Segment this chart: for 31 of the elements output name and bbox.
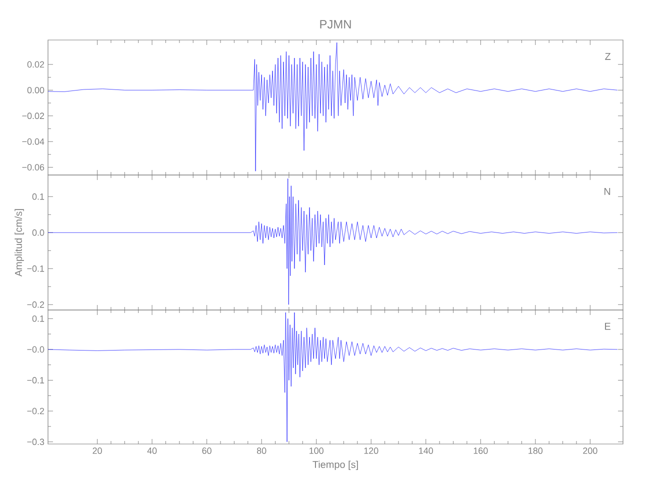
x-tick-label: 40	[147, 448, 157, 454]
x-tick-label: 140	[419, 448, 433, 454]
x-tick-label: 100	[310, 448, 324, 454]
y-axis-title: Amplitud [cm/s]	[14, 209, 24, 277]
x-axis-title: Tiempo [s]	[312, 460, 358, 470]
y-tick-label: −0.2	[27, 408, 44, 414]
y-tick-label: 0.0	[32, 229, 44, 236]
y-tick-label: 0.1	[32, 315, 44, 322]
y-tick-label: −0.3	[27, 438, 44, 446]
x-tick-label: 60	[202, 448, 212, 454]
y-tick-label: −0.0	[27, 346, 44, 353]
x-tick-label: 80	[256, 448, 266, 454]
x-tick-label: 20	[92, 448, 102, 454]
y-tick-label: −0.1	[27, 265, 44, 272]
x-tick-label: 180	[528, 448, 543, 454]
annotation: Z	[605, 52, 611, 60]
y-tick-label: −0.06	[22, 164, 44, 170]
y-tick-label: −0.04	[22, 138, 44, 145]
line-series	[48, 312, 618, 442]
y-tick-label: −0.2	[27, 301, 44, 308]
x-tick-label: 160	[474, 448, 488, 454]
annotation: E	[605, 322, 610, 330]
x-tick-label: 200	[583, 448, 598, 454]
y-tick-label: 0.00	[27, 86, 44, 94]
annotation: N	[604, 188, 610, 195]
y-tick-label: −0.02	[22, 112, 44, 120]
y-tick-label: 0.02	[27, 61, 44, 68]
x-tick-label: 120	[364, 448, 378, 454]
y-tick-label: −0.1	[27, 377, 44, 384]
y-tick-label: 0.1	[32, 193, 44, 200]
chart-title: PJMN	[320, 20, 351, 28]
